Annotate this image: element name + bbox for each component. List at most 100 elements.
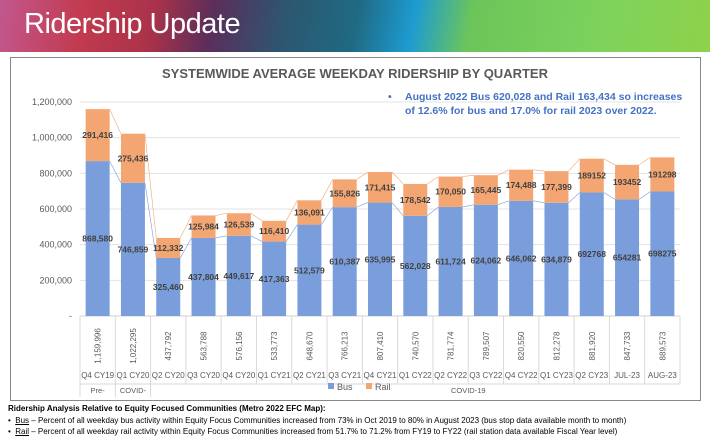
data-label-rail: 191298 [648, 169, 677, 179]
series-line-rail [603, 158, 616, 166]
series-line-bus [285, 224, 298, 242]
data-label-rail: 125,984 [188, 222, 219, 232]
total-label: 881,920 [588, 331, 597, 360]
total-label: 1,022,295 [129, 328, 138, 364]
bar-rail [262, 220, 287, 242]
total-label: 812,278 [552, 331, 561, 360]
bar-bus [544, 202, 569, 316]
total-label: 740,570 [411, 331, 420, 360]
total-label: 563,788 [200, 331, 209, 360]
series-line-bus [215, 235, 227, 239]
series-line-rail [356, 171, 369, 180]
y-tick-label: 1,200,000 [32, 97, 72, 107]
y-tick-label: 400,000 [39, 240, 72, 250]
bar-bus [473, 204, 498, 316]
bar-bus [297, 224, 322, 316]
data-label-bus: 562,028 [400, 261, 431, 271]
category-label: Q2 CY22 [434, 371, 467, 380]
series-line-rail [109, 109, 122, 134]
total-label: 1,159,996 [94, 328, 103, 364]
bar-rail [191, 215, 216, 238]
rail-term: Rail [15, 427, 30, 436]
series-line-bus [144, 182, 157, 259]
bar-bus [509, 200, 534, 316]
data-label-bus: 698275 [648, 249, 677, 259]
total-label: 789,507 [482, 331, 491, 360]
data-label-rail: 136,091 [294, 207, 325, 217]
bar-bus [332, 207, 357, 316]
group-label: COVID- [120, 386, 147, 395]
data-label-bus: 634,879 [541, 254, 572, 264]
footer-rail: • Rail – Percent of all weekday rail act… [8, 427, 618, 436]
category-label: Q1 CY20 [116, 371, 149, 380]
bar-rail [297, 200, 322, 225]
data-label-rail: 291,416 [82, 130, 113, 140]
series-line-bus [179, 237, 192, 259]
data-label-rail: 189152 [578, 171, 607, 181]
legend-label-bus: Bus [337, 382, 353, 392]
data-label-bus: 611,724 [435, 256, 466, 266]
data-label-rail: 126,539 [223, 220, 254, 230]
total-label: 437,792 [164, 331, 173, 360]
rail-text: – Percent of all weekday rail activity w… [29, 427, 618, 436]
bar-rail [509, 169, 534, 201]
total-label: 576,156 [235, 331, 244, 360]
series-line-rail [462, 174, 474, 177]
category-label: AUG-23 [648, 371, 677, 380]
bar-bus [579, 192, 604, 316]
legend-swatch-bus [328, 383, 334, 389]
data-label-rail: 170,050 [435, 187, 466, 197]
total-label: 648,670 [305, 331, 314, 360]
series-line-bus [427, 206, 439, 217]
data-label-bus: 325,460 [153, 282, 184, 292]
category-label: Q3 CY21 [328, 371, 361, 380]
bar-rail [332, 179, 357, 208]
bar-rail [544, 171, 569, 203]
category-label: Q2 CY20 [152, 371, 185, 380]
bar-rail [85, 109, 110, 162]
data-label-bus: 868,580 [82, 234, 113, 244]
footer-heading: Ridership Analysis Relative to Equity Fo… [8, 404, 326, 413]
series-line-bus [638, 191, 651, 200]
series-line-rail [427, 176, 439, 185]
data-label-rail: 193452 [613, 177, 642, 187]
series-line-rail [391, 171, 404, 185]
bullet: • [388, 91, 392, 103]
total-label: 781,774 [447, 331, 456, 360]
series-line-rail [321, 179, 333, 201]
y-tick-label: 800,000 [39, 168, 72, 178]
bar-bus [156, 257, 181, 316]
data-label-bus: 449,617 [223, 271, 254, 281]
series-line-bus [321, 206, 333, 225]
total-label: 889,573 [658, 331, 667, 360]
bus-term: Bus [15, 415, 30, 425]
data-label-rail: 112,332 [153, 243, 184, 253]
data-label-rail: 177,399 [541, 182, 572, 192]
series-line-bus [250, 235, 263, 242]
data-label-bus: 646,062 [506, 253, 537, 263]
data-label-bus: 624,062 [471, 255, 502, 265]
bar-bus [85, 161, 110, 316]
category-label: Q4 CY22 [505, 371, 538, 380]
category-label: Q4 CY21 [364, 371, 397, 380]
series-line-bus [497, 200, 510, 205]
y-tick-label: - [69, 311, 72, 321]
data-label-rail: 171,415 [365, 182, 396, 192]
bar-bus [650, 191, 675, 316]
chart-title: SYSTEMWIDE AVERAGE WEEKDAY RIDERSHIP BY … [162, 66, 548, 81]
bar-bus [262, 241, 287, 316]
data-label-rail: 178,542 [400, 195, 431, 205]
data-label-rail: 116,410 [259, 226, 290, 236]
bar-bus [438, 206, 463, 316]
category-label: Q2 CY23 [575, 371, 608, 380]
total-label: 847,733 [623, 331, 632, 360]
header-banner: Ridership Update [0, 0, 710, 52]
bar-rail [579, 158, 604, 193]
category-label: JUL-23 [614, 371, 640, 380]
y-tick-label: 600,000 [39, 204, 72, 214]
bar-bus [120, 182, 145, 316]
series-line-rail [638, 157, 651, 166]
series-line-bus [568, 192, 580, 204]
category-label: Q4 CY20 [222, 371, 255, 380]
